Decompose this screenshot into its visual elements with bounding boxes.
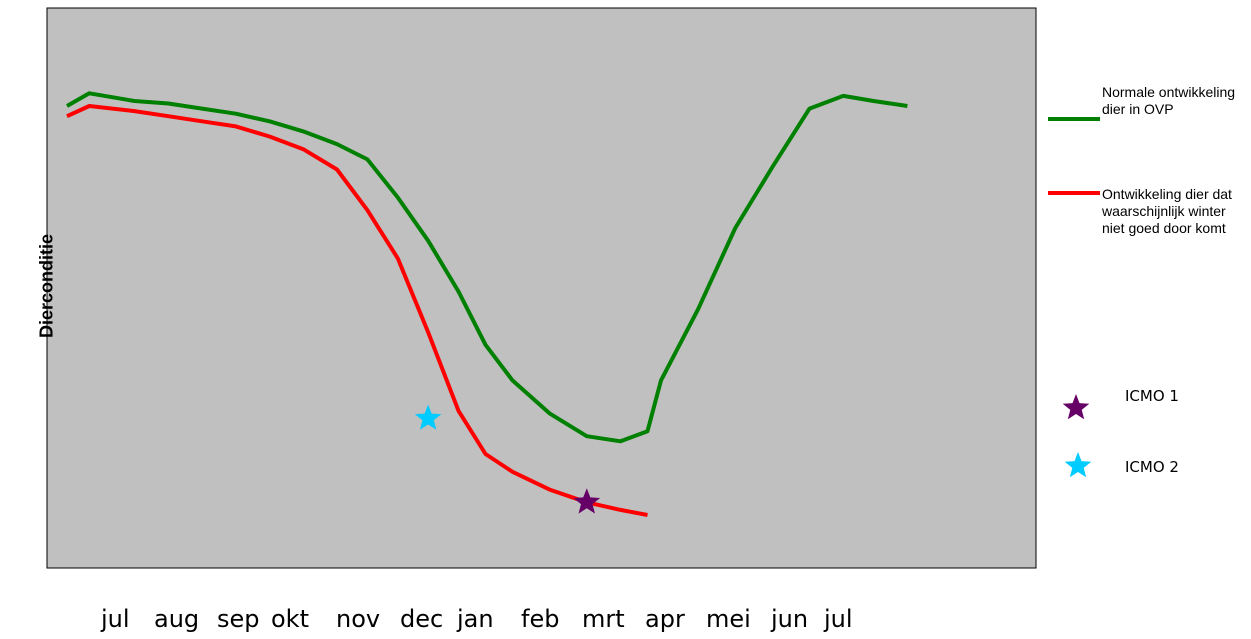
x-tick-label-feb: feb [521, 605, 560, 633]
x-tick-label-okt: okt [271, 605, 309, 633]
x-tick-label-jun: jun [771, 605, 809, 633]
legend-label-normal: Normale ontwikkeling dier in OVP [1102, 84, 1236, 117]
x-tick-label-dec: dec [400, 605, 444, 633]
x-tick-label-jul: jul [824, 605, 853, 633]
x-tick-label-sep: sep [217, 605, 260, 633]
series-line-risk [66, 104, 648, 517]
x-tick-label-apr: apr [645, 605, 685, 633]
series-line-normal [66, 91, 908, 444]
x-tick-label-jan: jan [457, 605, 494, 633]
x-tick-label-nov: nov [336, 605, 381, 633]
marker-layer [414, 404, 601, 514]
x-tick-label-mrt: mrt [582, 605, 625, 633]
icmo2-star-marker [414, 404, 442, 430]
x-tick-label-jul: jul [101, 605, 130, 633]
y-axis-label: Dierconditie [36, 233, 57, 339]
series-layer [66, 91, 908, 517]
legend-stars [1062, 394, 1092, 478]
icmo1-star-marker [573, 488, 601, 514]
x-tick-label-aug: aug [154, 605, 200, 633]
x-tick-label-mei: mei [706, 605, 751, 633]
legend-label-icmo1: ICMO 1 [1125, 387, 1179, 405]
legend-label-risk: Ontwikkeling dier dat waarschijnlijk win… [1102, 186, 1232, 236]
legend-star-icmo2 [1064, 452, 1092, 478]
legend-label-icmo2: ICMO 2 [1125, 458, 1179, 476]
legend-star-icmo1 [1062, 394, 1090, 420]
